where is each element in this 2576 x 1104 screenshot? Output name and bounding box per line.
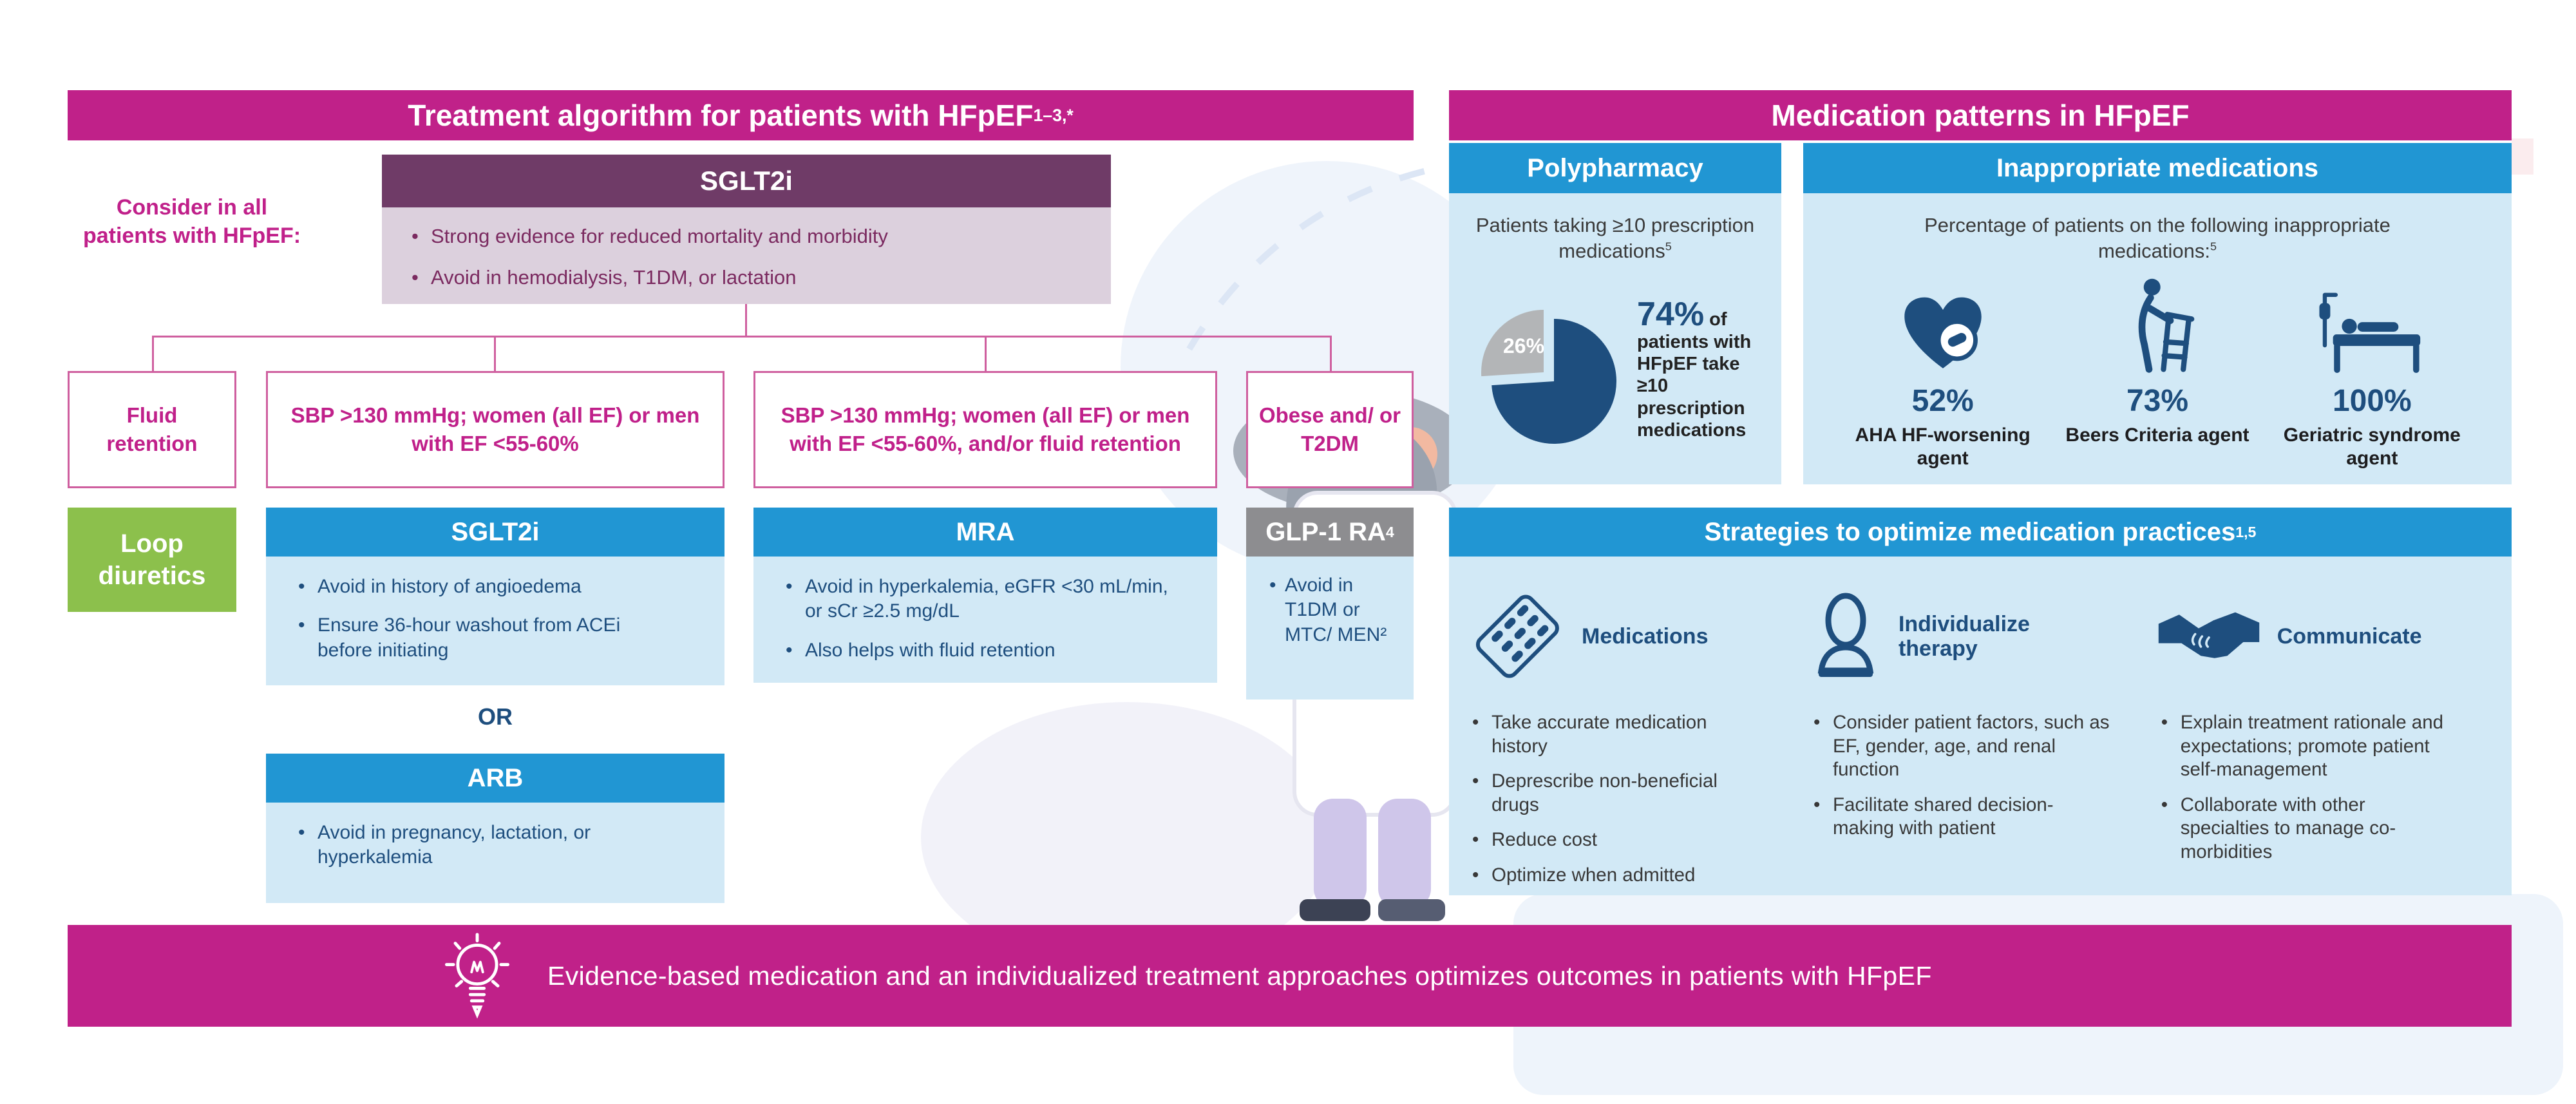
strategies-body: Medications Take accurate medication his… bbox=[1449, 557, 2512, 895]
consider-label: Consider in all patients with HFpEF: bbox=[82, 195, 301, 249]
handshake-icon bbox=[2158, 612, 2259, 658]
bullet: Avoid in T1DM or MTC/ MEN² bbox=[1265, 573, 1405, 647]
bullet: Avoid in hemodialysis, T1DM, or lactatio… bbox=[408, 264, 1092, 291]
sglt2i-treatment-body: Avoid in history of angioedema Ensure 36… bbox=[266, 557, 724, 685]
glp1-header: GLP-1 RA 4 bbox=[1246, 508, 1414, 557]
strategy-communicate: Communicate Explain treatment rationale … bbox=[2157, 578, 2486, 895]
polypharmacy-subtitle: Patients taking ≥10 prescription medicat… bbox=[1475, 214, 1755, 263]
footer-banner: Evidence-based medication and an individ… bbox=[68, 925, 2512, 1027]
lightbulb-icon bbox=[444, 933, 510, 1019]
condition-obese-t2dm: Obese and/ or T2DM bbox=[1246, 371, 1414, 488]
mra-body: Avoid in hyperkalemia, eGFR <30 mL/min, … bbox=[753, 557, 1217, 683]
connector-line bbox=[745, 304, 747, 337]
stat-beers-agent: 73% Beers Criteria agent bbox=[2050, 274, 2264, 470]
bullet: Facilitate shared decision-making with p… bbox=[1810, 794, 2103, 841]
mra-header: MRA bbox=[753, 508, 1217, 557]
polypharmacy-pie-chart: 26% bbox=[1481, 310, 1617, 444]
universal-sglt2i-header: SGLT2i bbox=[382, 155, 1111, 207]
bullet: Explain treatment rationale and expectat… bbox=[2157, 711, 2464, 782]
bullet: Strong evidence for reduced mortality an… bbox=[408, 223, 1092, 250]
condition-fluid-retention: Fluid retention bbox=[68, 371, 236, 488]
bullet: Deprescribe non-beneficial drugs bbox=[1468, 770, 1762, 817]
bullet: Collaborate with other specialties to ma… bbox=[2157, 794, 2458, 864]
hospital-bed-icon bbox=[2319, 292, 2421, 373]
loop-diuretics-box: Loop diuretics bbox=[68, 508, 236, 612]
person-icon bbox=[1817, 593, 1874, 677]
arb-body: Avoid in pregnancy, lactation, or hyperk… bbox=[266, 803, 724, 903]
strategy-individualize: Individualize therapy Consider patient f… bbox=[1810, 578, 2157, 895]
stat-geriatric-agent: 100% Geriatric syndrome agent bbox=[2265, 274, 2479, 470]
pie-slice-26-label: 26% bbox=[1503, 334, 1544, 357]
inappropriate-header: Inappropriate medications bbox=[1803, 143, 2512, 193]
sglt2i-treatment-header: SGLT2i bbox=[266, 508, 724, 557]
condition-sbp-women-men: SBP >130 mmHg; women (all EF) or men wit… bbox=[266, 371, 724, 488]
bullet: Consider patient factors, such as EF, ge… bbox=[1810, 711, 2123, 782]
connector-line bbox=[1330, 336, 1332, 372]
right-panel-title: Medication patterns in HFpEF bbox=[1771, 99, 2190, 132]
bullet: Avoid in pregnancy, lactation, or hyperk… bbox=[294, 821, 678, 870]
background-accent-strip bbox=[2512, 138, 2533, 175]
stat-aha-agent: 52% AHA HF-worsening agent bbox=[1835, 274, 2050, 470]
polypharmacy-stat-text: of patients with HFpEF take ≥10 prescrip… bbox=[1637, 309, 1752, 441]
connector-line bbox=[152, 336, 154, 372]
polypharmacy-stat-value: 74% bbox=[1637, 296, 1705, 333]
glp1-body: Avoid in T1DM or MTC/ MEN² bbox=[1246, 557, 1414, 700]
heart-medication-icon bbox=[1904, 297, 1982, 368]
bullet: Take accurate medication history bbox=[1468, 711, 1762, 758]
inappropriate-body: Percentage of patients on the following … bbox=[1803, 193, 2512, 484]
inappropriate-subtitle: Percentage of patients on the following … bbox=[1924, 214, 2391, 263]
bullet: Reduce cost bbox=[1468, 828, 1810, 852]
polypharmacy-stat: 74% of patients with HFpEF take ≥10 pres… bbox=[1637, 298, 1772, 441]
bullet: Avoid in hyperkalemia, eGFR <30 mL/min, … bbox=[782, 575, 1172, 624]
bullet: Avoid in history of angioedema bbox=[294, 575, 704, 600]
pill-pack-icon bbox=[1475, 595, 1559, 678]
polypharmacy-header: Polypharmacy bbox=[1449, 143, 1781, 193]
connector-line bbox=[152, 336, 1332, 338]
bullet: Optimize when admitted bbox=[1468, 864, 1810, 888]
connector-line bbox=[985, 336, 987, 372]
pie-slice-26: 26% bbox=[1481, 310, 1544, 377]
bullet: Ensure 36-hour washout from ACEi before … bbox=[294, 613, 678, 663]
polypharmacy-body: Patients taking ≥10 prescription medicat… bbox=[1449, 193, 1781, 484]
bullet: Also helps with fluid retention bbox=[782, 638, 1191, 663]
universal-sglt2i-body: Strong evidence for reduced mortality an… bbox=[382, 207, 1111, 304]
right-panel-title-bar: Medication patterns in HFpEF bbox=[1449, 90, 2512, 140]
elderly-walker-icon bbox=[2138, 278, 2195, 373]
connector-line bbox=[494, 336, 496, 372]
left-panel-title: Treatment algorithm for patients with HF… bbox=[408, 99, 1034, 132]
strategies-header: Strategies to optimize medication practi… bbox=[1449, 508, 2512, 557]
strategy-medications: Medications Take accurate medication his… bbox=[1468, 578, 1810, 895]
or-label: OR bbox=[478, 703, 513, 730]
left-panel-title-bar: Treatment algorithm for patients with HF… bbox=[68, 90, 1414, 140]
arb-header: ARB bbox=[266, 754, 724, 803]
pie-slice-74 bbox=[1492, 319, 1617, 444]
condition-sbp-fluid-retention: SBP >130 mmHg; women (all EF) or men wit… bbox=[753, 371, 1217, 488]
footer-message: Evidence-based medication and an individ… bbox=[547, 960, 1932, 991]
